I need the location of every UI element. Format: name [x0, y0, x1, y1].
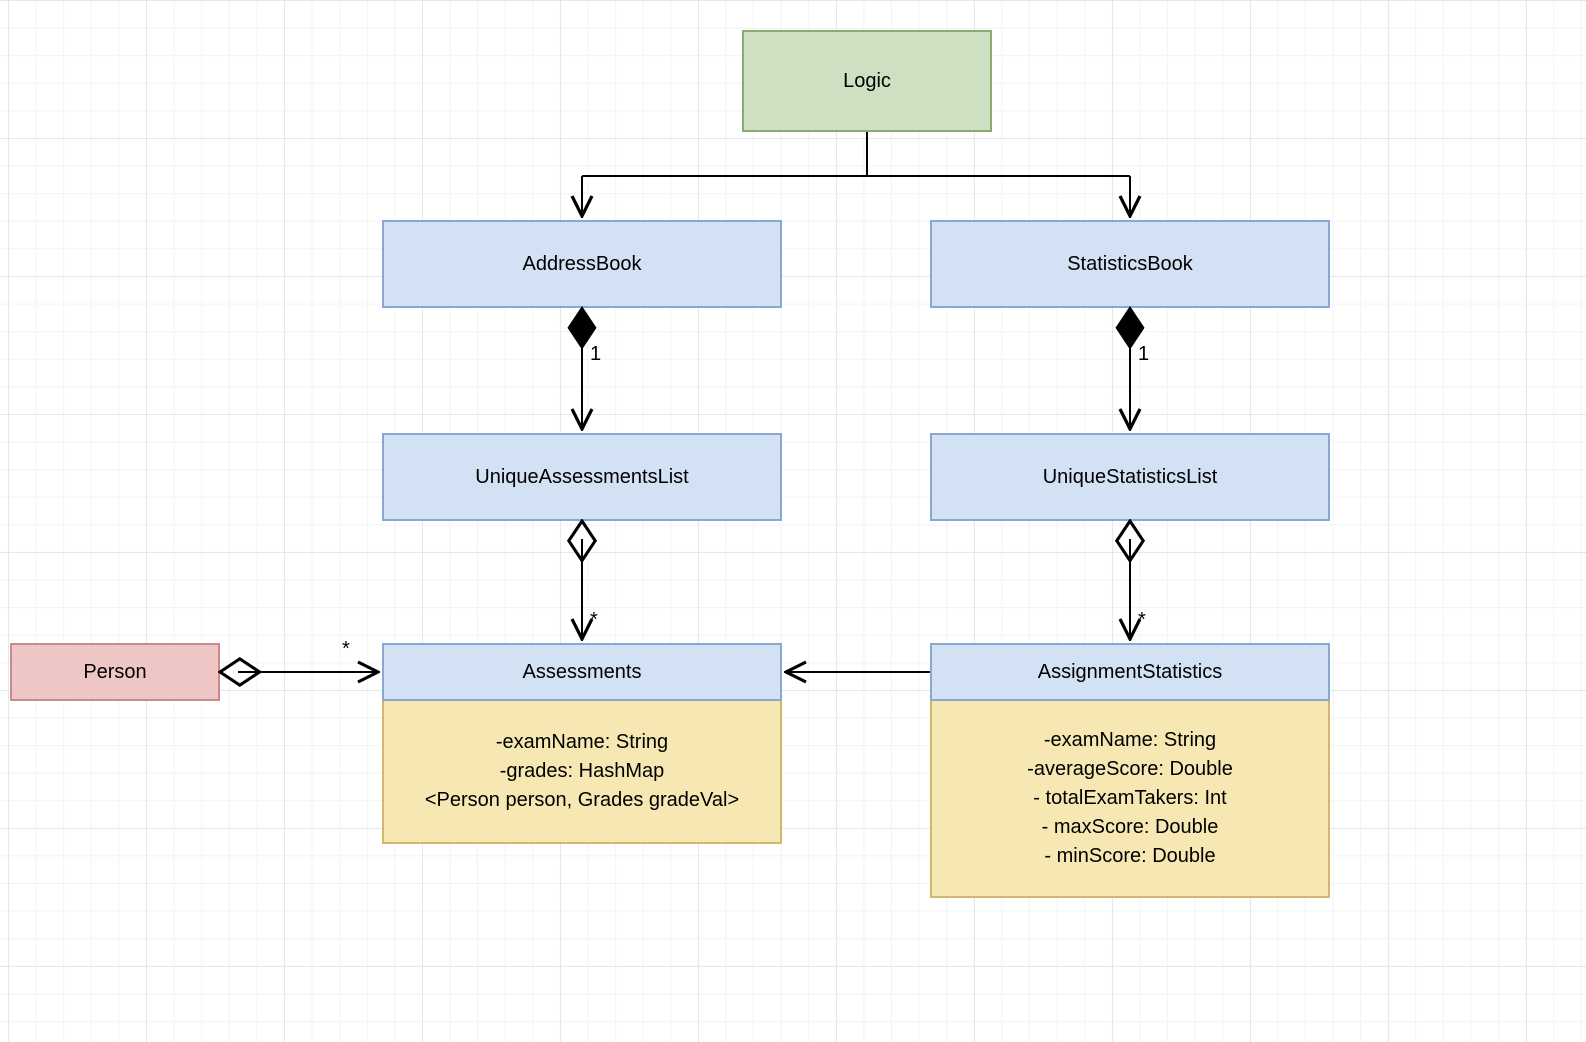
node-label: Logic: [835, 66, 899, 97]
node-logic: Logic: [742, 30, 992, 132]
attr-line: - maxScore: Double: [1042, 813, 1219, 842]
background-grid: [0, 0, 1586, 1042]
node-label: StatisticsBook: [1059, 249, 1201, 280]
attr-line: -grades: HashMap: [500, 757, 665, 786]
multiplicity-label: *: [342, 638, 350, 661]
multiplicity-label: *: [1138, 609, 1146, 632]
node-assignment-statistics: AssignmentStatistics: [930, 643, 1330, 701]
node-unique-statistics-list: UniqueStatisticsList: [930, 433, 1330, 521]
node-label: UniqueAssessmentsList: [467, 462, 696, 493]
node-label: Assessments: [515, 657, 650, 688]
node-label: AddressBook: [515, 249, 650, 280]
node-assignment-statistics-attrs: -examName: String-averageScore: Double- …: [930, 701, 1330, 898]
node-label: UniqueStatisticsList: [1035, 462, 1226, 493]
attr-line: -averageScore: Double: [1027, 755, 1233, 784]
attr-line: <Person person, Grades gradeVal>: [425, 786, 739, 815]
node-assessments-attrs: -examName: String-grades: HashMap<Person…: [382, 701, 782, 844]
multiplicity-label: 1: [590, 343, 601, 366]
node-unique-assessments-list: UniqueAssessmentsList: [382, 433, 782, 521]
multiplicity-label: 1: [1138, 343, 1149, 366]
node-person: Person: [10, 643, 220, 701]
node-label: Person: [75, 657, 154, 688]
attr-line: - minScore: Double: [1044, 842, 1215, 871]
attr-line: - totalExamTakers: Int: [1033, 784, 1226, 813]
node-statistics-book: StatisticsBook: [930, 220, 1330, 308]
diagram-canvas: Logic AddressBook StatisticsBook UniqueA…: [0, 0, 1586, 1042]
node-label: AssignmentStatistics: [1030, 657, 1231, 688]
node-assessments: Assessments: [382, 643, 782, 701]
node-address-book: AddressBook: [382, 220, 782, 308]
attr-line: -examName: String: [1044, 726, 1216, 755]
multiplicity-label: *: [590, 609, 598, 632]
attr-line: -examName: String: [496, 728, 668, 757]
